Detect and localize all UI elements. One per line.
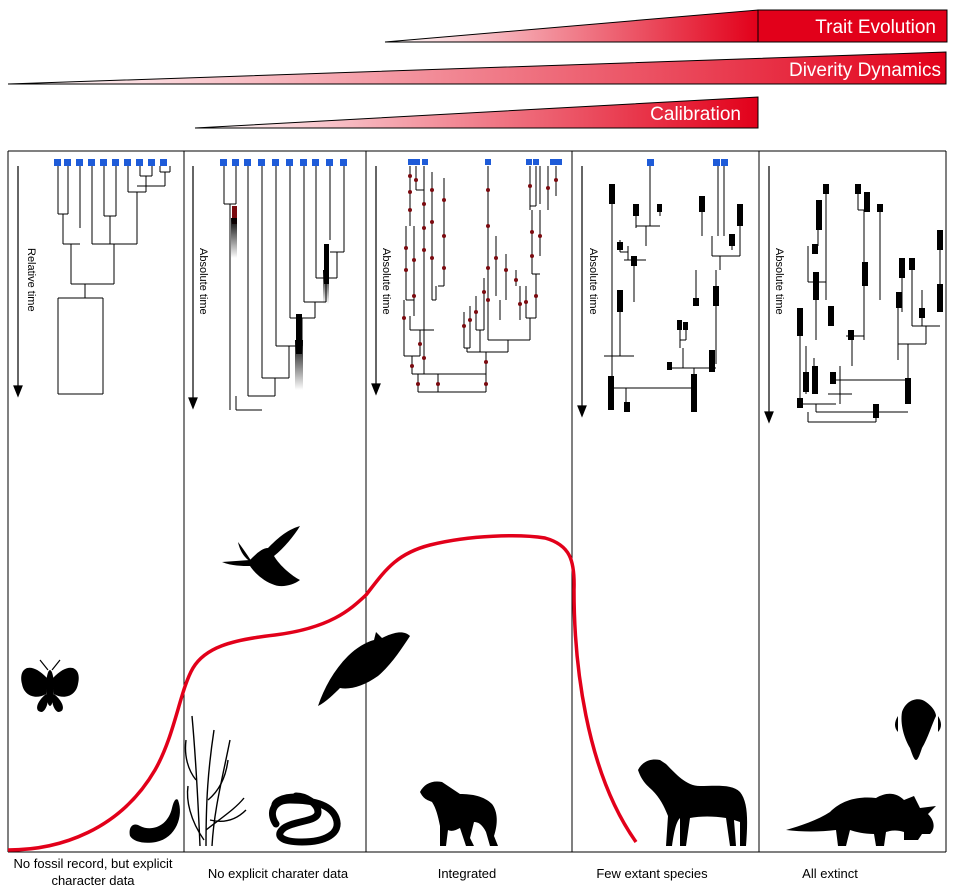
tree-integrated <box>402 159 562 393</box>
fossil-range-bars <box>797 184 943 418</box>
extant-tip-markers <box>647 159 728 166</box>
diversity-dynamics-label: Diverity Dynamics <box>789 60 941 81</box>
panel-grid <box>7 150 947 853</box>
dog-icon <box>420 781 498 846</box>
horse-icon <box>638 759 748 846</box>
extant-tip-markers <box>408 159 562 165</box>
tree-few-extant <box>604 159 743 412</box>
caption-integrated: Integrated <box>438 866 497 881</box>
diversity-curve <box>7 534 638 852</box>
tree-no-character-data <box>220 159 347 411</box>
time-label-1: Relative time <box>25 248 37 312</box>
moth-icon <box>21 659 79 712</box>
tree-relative-time <box>54 159 171 395</box>
banana-icon <box>129 799 180 843</box>
caption-few-extant: Few extant species <box>596 866 708 881</box>
time-arrows <box>13 166 774 424</box>
reed-plant-icon <box>184 715 247 847</box>
fossil-occurrence-markers <box>402 174 558 386</box>
extant-tip-markers <box>54 159 167 166</box>
time-label-3: Absolute time <box>380 248 392 315</box>
trilobite-icon <box>895 699 941 760</box>
calibration-wedge: Calibration <box>194 96 759 129</box>
time-label-5: Absolute time <box>773 248 785 315</box>
trait-evolution-wedge: Trait Evolution <box>384 9 948 43</box>
time-label-2: Absolute time <box>197 248 209 315</box>
caption-no-fossil-line1: No fossil record, but explicit <box>14 856 173 871</box>
snake-icon <box>269 792 341 846</box>
hummingbird-icon <box>222 526 300 587</box>
extant-tip-markers <box>220 159 347 166</box>
tree-all-extinct <box>797 184 943 423</box>
diversity-dynamics-wedge: Diverity Dynamics <box>7 51 947 85</box>
trait-evolution-label: Trait Evolution <box>815 17 936 38</box>
fossil-range-bars <box>608 184 743 412</box>
calibration-label: Calibration <box>650 104 741 125</box>
orca-icon <box>318 632 410 706</box>
triceratops-icon <box>786 793 936 846</box>
time-label-4: Absolute time <box>587 248 599 315</box>
caption-no-fossil-line2: character data <box>51 873 135 888</box>
caption-all-extinct: All extinct <box>802 866 858 881</box>
caption-no-character-data: No explicit charater data <box>208 866 349 881</box>
